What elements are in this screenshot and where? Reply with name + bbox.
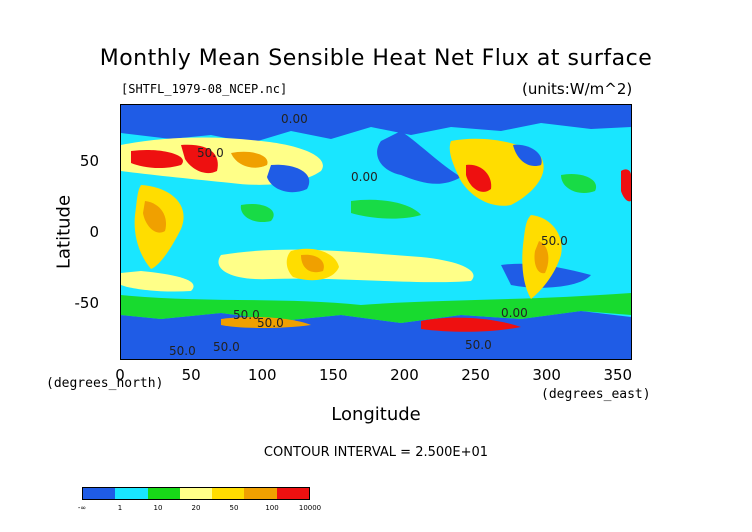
- file-label: [SHTFL_1979-08_NCEP.nc]: [121, 82, 288, 96]
- chart-title: Monthly Mean Sensible Heat Net Flux at s…: [99, 46, 653, 71]
- southern-green-band: [121, 293, 631, 323]
- y-axis-label: Latitude: [53, 194, 75, 270]
- central-asia-warm-region: [231, 151, 268, 168]
- colorbar-label: 20: [191, 504, 201, 512]
- contour-label: 50.0: [197, 146, 224, 160]
- x-tick-label: 250: [461, 366, 490, 384]
- colorbar-swatch: [115, 488, 148, 499]
- map-plot-area: 0.00 50.0 0.00 50.0 50.0 50.0 0.00 50.0 50.0 50.0: [120, 104, 632, 360]
- north-america-hot-region: [466, 164, 492, 192]
- colorbar-label: 100: [265, 504, 279, 512]
- south-america-warm-region: [534, 241, 549, 274]
- x-axis-coord-label: (degrees_east): [541, 387, 651, 402]
- y-axis-coord-label: (degrees_north): [46, 376, 164, 391]
- x-axis-label: Longitude: [331, 404, 421, 425]
- y-tick-label: 0: [89, 223, 99, 241]
- colorbar-swatch: [212, 488, 245, 499]
- north-africa-hot-region: [131, 149, 183, 169]
- colorbar-label: 10000: [298, 504, 322, 512]
- contour-label: 0.00: [501, 306, 528, 320]
- equatorial-green-patch: [351, 199, 421, 219]
- colorbar-swatch: [276, 488, 309, 499]
- x-tick-label: 150: [319, 366, 348, 384]
- colorbar: [82, 487, 310, 500]
- contour-label: 50.0: [233, 308, 260, 322]
- africa-warm-region: [143, 201, 167, 233]
- north-america-cold-region: [513, 144, 542, 167]
- atlantic-green-patch: [561, 173, 597, 194]
- contour-label: 50.0: [541, 234, 568, 248]
- colorbar-label: -∞: [77, 504, 87, 512]
- contour-label: 50.0: [169, 344, 196, 358]
- x-tick-label: 350: [603, 366, 633, 384]
- colorbar-label: 10: [153, 504, 163, 512]
- colorbar-swatch: [83, 488, 116, 499]
- east-asia-cool-region: [267, 164, 310, 193]
- contour-interval-label: CONTOUR INTERVAL = 2.500E+01: [263, 445, 489, 460]
- colorbar-swatch: [179, 488, 213, 499]
- north-pacific-region: [377, 131, 461, 184]
- x-tick-label: 0: [115, 366, 125, 384]
- colorbar-swatch: [147, 488, 180, 499]
- contour-label: 0.00: [281, 112, 308, 126]
- contour-label: 50.0: [257, 316, 284, 330]
- antarctic-coast-hot-region: [421, 317, 521, 332]
- y-tick-label: 50: [79, 151, 99, 170]
- antarctic-coast-warm-region: [221, 317, 311, 328]
- contour-label: 50.0: [213, 340, 240, 354]
- indian-ocean-green-patch: [240, 203, 274, 223]
- x-tick-label: 300: [532, 366, 561, 384]
- x-tick-label: 200: [390, 366, 419, 384]
- europe-hot-region: [621, 169, 631, 202]
- contour-label: 0.00: [351, 170, 378, 184]
- units-label: (units:W/m^2): [522, 80, 633, 98]
- middle-east-hot-region: [181, 144, 218, 174]
- colorbar-label: 50: [229, 504, 239, 512]
- y-tick-label: -50: [74, 294, 100, 313]
- australia-warm-region: [301, 254, 324, 273]
- tropical-yellow-band: [218, 249, 474, 283]
- x-tick-label: 50: [181, 366, 201, 384]
- arctic-region: [121, 105, 631, 143]
- contour-label: 50.0: [465, 338, 492, 352]
- south-atlantic-yellow: [121, 271, 194, 292]
- colorbar-swatch: [244, 488, 277, 499]
- x-tick-label: 100: [247, 366, 277, 384]
- colorbar-label: 1: [117, 504, 123, 512]
